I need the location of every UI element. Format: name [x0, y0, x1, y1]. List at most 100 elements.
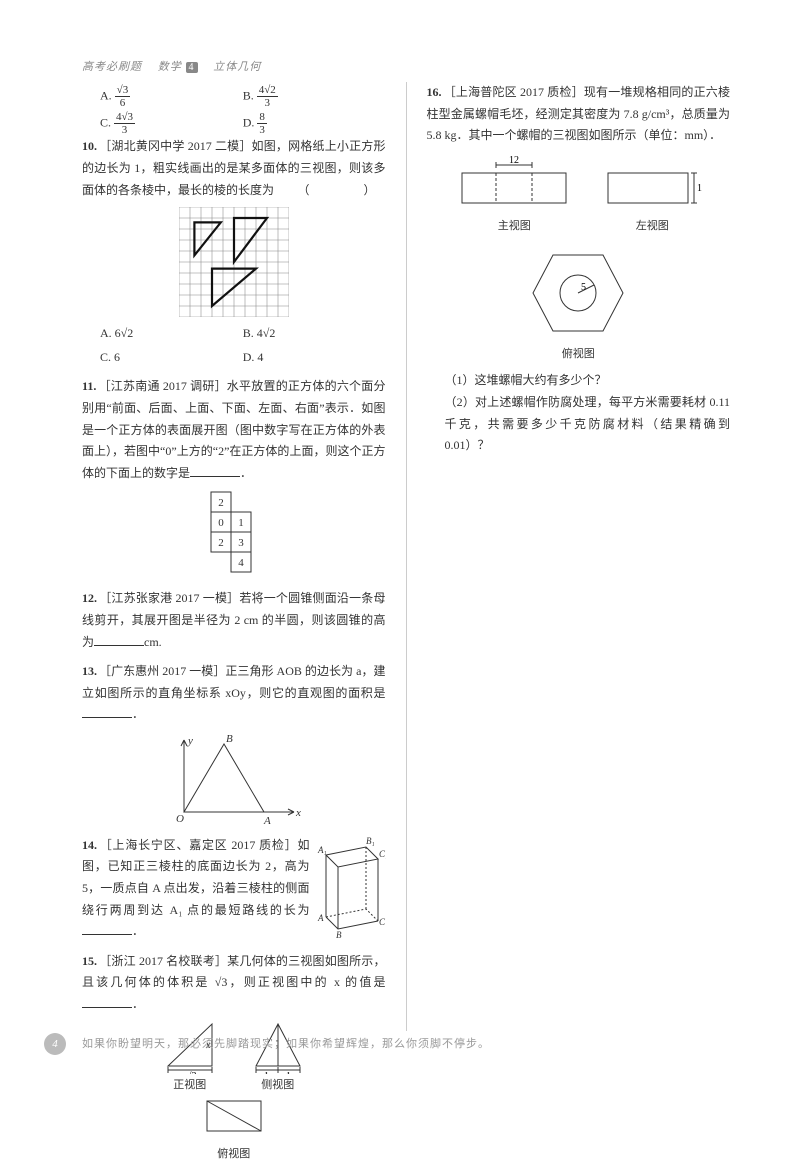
q10-opt-a: A. 6√2 [100, 323, 243, 345]
svg-text:x: x [295, 807, 301, 819]
q15-views-row1: x √3 正视图 1 1 [82, 1016, 386, 1096]
svg-text:10: 10 [697, 183, 702, 194]
q15-text: 15.［浙江 2017 名校联考］某几何体的三视图如图所示，且该几何体的体积是 … [82, 951, 386, 1016]
svg-text:2: 2 [218, 537, 224, 549]
question-13: 13.［广东惠州 2017 一模］正三角形 AOB 的边长为 a，建立如图所示的… [82, 661, 386, 827]
q9-options-row1: A. √36 B. 4√23 [82, 84, 386, 109]
left-column: A. √36 B. 4√23 C. 4√33 D. 83 10.［湖北黄冈中学 … [82, 82, 386, 1031]
q12-num: 12. [82, 591, 97, 605]
q11-period: ． [240, 466, 252, 480]
q13-period: ． [132, 707, 144, 721]
svg-text:1: 1 [286, 1071, 291, 1074]
svg-text:5: 5 [581, 282, 586, 293]
svg-text:1: 1 [264, 1071, 269, 1074]
q10-opt-b: B. 4√2 [243, 323, 386, 345]
q15-body: ［浙江 2017 名校联考］某几何体的三视图如图所示，且该几何体的体积是 √3，… [82, 954, 386, 990]
q15-front-label: 正视图 [160, 1076, 220, 1096]
q12-blank [94, 634, 144, 646]
q12-unit: cm. [144, 635, 162, 649]
q15-side-label: 侧视图 [248, 1076, 308, 1096]
q10-grid-svg [179, 207, 289, 317]
svg-text:2: 2 [218, 497, 224, 509]
q16-top-view: 5 俯视图 [427, 243, 731, 365]
q13-num: 13. [82, 664, 97, 678]
q15-front-view: x √3 正视图 [160, 1016, 220, 1096]
q15-side-view: 1 1 侧视图 [248, 1016, 308, 1096]
svg-text:B₁: B₁ [366, 836, 375, 846]
q11-net-svg: 2 0 1 2 3 4 [189, 490, 279, 580]
q13-figure: y x O A B [82, 732, 386, 827]
svg-text:4: 4 [238, 557, 244, 569]
q10-opt-c: C. 6 [100, 347, 243, 369]
q10-opt-d: D. 4 [243, 347, 386, 369]
q13-text: 13.［广东惠州 2017 一模］正三角形 AOB 的边长为 a，建立如图所示的… [82, 661, 386, 726]
svg-text:3: 3 [238, 537, 244, 549]
question-14: 14.［上海长宁区、嘉定区 2017 质检］如图，已知正三棱柱的底面边长为 2，… [82, 835, 386, 943]
svg-text:B: B [226, 733, 233, 745]
page-number-badge: 4 [44, 1033, 66, 1055]
question-10: 10.［湖北黄冈中学 2017 二模］如图，网格纸上小正方形的边长为 1，粗实线… [82, 136, 386, 368]
svg-text:y: y [187, 735, 193, 747]
svg-text:B: B [336, 930, 342, 940]
svg-text:A: A [263, 815, 271, 827]
q16-top-label: 俯视图 [427, 345, 731, 365]
subject: 数学 [158, 61, 182, 73]
q16-front-label: 主视图 [454, 217, 574, 237]
q16-side-view: 10 左视图 [602, 155, 702, 237]
q12-text: 12.［江苏张家港 2017 一模］若将一个圆锥侧面沿一条母线剪开，其展开图是半… [82, 588, 386, 653]
q9-options-row2: C. 4√33 D. 83 [82, 111, 386, 136]
q14-period: ． [132, 924, 144, 938]
svg-text:√3: √3 [186, 1071, 197, 1074]
q16-sub1: （1）这堆螺帽大约有多少个？ [427, 370, 731, 392]
svg-text:0: 0 [218, 517, 224, 529]
q16-body: ［上海普陀区 2017 质检］现有一堆规格相同的正六棱柱型金属螺帽毛坯，经测定其… [427, 85, 731, 142]
q13-blank [82, 706, 132, 718]
q9-opt-d: D. 83 [243, 111, 386, 136]
q10-figure [82, 207, 386, 317]
content-columns: A. √36 B. 4√23 C. 4√33 D. 83 10.［湖北黄冈中学 … [82, 82, 730, 1031]
q11-num: 11. [82, 379, 96, 393]
q13-body: ［广东惠州 2017 一模］正三角形 AOB 的边长为 a，建立如图所示的直角坐… [82, 664, 386, 700]
q14-prism-svg: A₁ B₁ C₁ A B C [316, 835, 386, 940]
q11-figure: 2 0 1 2 3 4 [82, 490, 386, 580]
topic: 立体几何 [213, 61, 261, 73]
column-divider [406, 82, 407, 1031]
q16-front-view: 12 主视图 [454, 155, 574, 237]
q16-views-row1: 12 主视图 10 左视图 [427, 155, 731, 237]
svg-text:C₁: C₁ [379, 849, 386, 859]
q15-num: 15. [82, 954, 97, 968]
q14-figure: A₁ B₁ C₁ A B C [316, 835, 386, 943]
q10-num: 10. [82, 139, 97, 153]
volume-badge: 4 [186, 62, 198, 73]
svg-text:C: C [379, 917, 386, 927]
q14-body: ［上海长宁区、嘉定区 2017 质检］如图，已知正三棱柱的底面边长为 2，高为 … [82, 838, 310, 917]
svg-text:1: 1 [238, 517, 244, 529]
q9-opt-c: C. 4√33 [100, 111, 243, 136]
q15-period: ． [132, 997, 144, 1011]
q16-sub2: （2）对上述螺帽作防腐处理，每平方米需要耗材 0.11 千克，共需要多少千克防腐… [427, 392, 731, 457]
q15-top-view: 俯视图 [199, 1095, 269, 1165]
question-16: 16.［上海普陀区 2017 质检］现有一堆规格相同的正六棱柱型金属螺帽毛坯，经… [427, 82, 731, 457]
footer-quote: 如果你盼望明天，那必须先脚踏现实；如果你希望辉煌，那么你须脚不停步。 [82, 1035, 730, 1055]
q14-blank [82, 923, 132, 935]
q10-opts-row2: C. 6 D. 4 [82, 347, 386, 369]
question-12: 12.［江苏张家港 2017 一模］若将一个圆锥侧面沿一条母线剪开，其展开图是半… [82, 588, 386, 653]
question-11: 11.［江苏南通 2017 调研］水平放置的正方体的六个面分别用“前面、后面、上… [82, 376, 386, 580]
q16-num: 16. [427, 85, 442, 99]
right-column: 16.［上海普陀区 2017 质检］现有一堆规格相同的正六棱柱型金属螺帽毛坯，经… [427, 82, 731, 1031]
q15-blank [82, 996, 132, 1008]
q16-side-label: 左视图 [602, 217, 702, 237]
page-header: 高考必刷题 数学 4 立体几何 [82, 58, 261, 78]
q13-axes-svg: y x O A B [164, 732, 304, 827]
q10-opts-row1: A. 6√2 B. 4√2 [82, 323, 386, 345]
q10-paren: （ ） [297, 180, 385, 202]
svg-text:A: A [317, 913, 324, 923]
q14-text: 14.［上海长宁区、嘉定区 2017 质检］如图，已知正三棱柱的底面边长为 2，… [82, 835, 310, 943]
svg-text:12: 12 [509, 155, 519, 166]
q15-views-row2: 俯视图 [82, 1095, 386, 1165]
q10-text: 10.［湖北黄冈中学 2017 二模］如图，网格纸上小正方形的边长为 1，粗实线… [82, 136, 386, 201]
q11-blank [190, 465, 240, 477]
svg-text:A₁: A₁ [317, 845, 327, 855]
svg-text:O: O [176, 813, 184, 825]
q11-text: 11.［江苏南通 2017 调研］水平放置的正方体的六个面分别用“前面、后面、上… [82, 376, 386, 484]
